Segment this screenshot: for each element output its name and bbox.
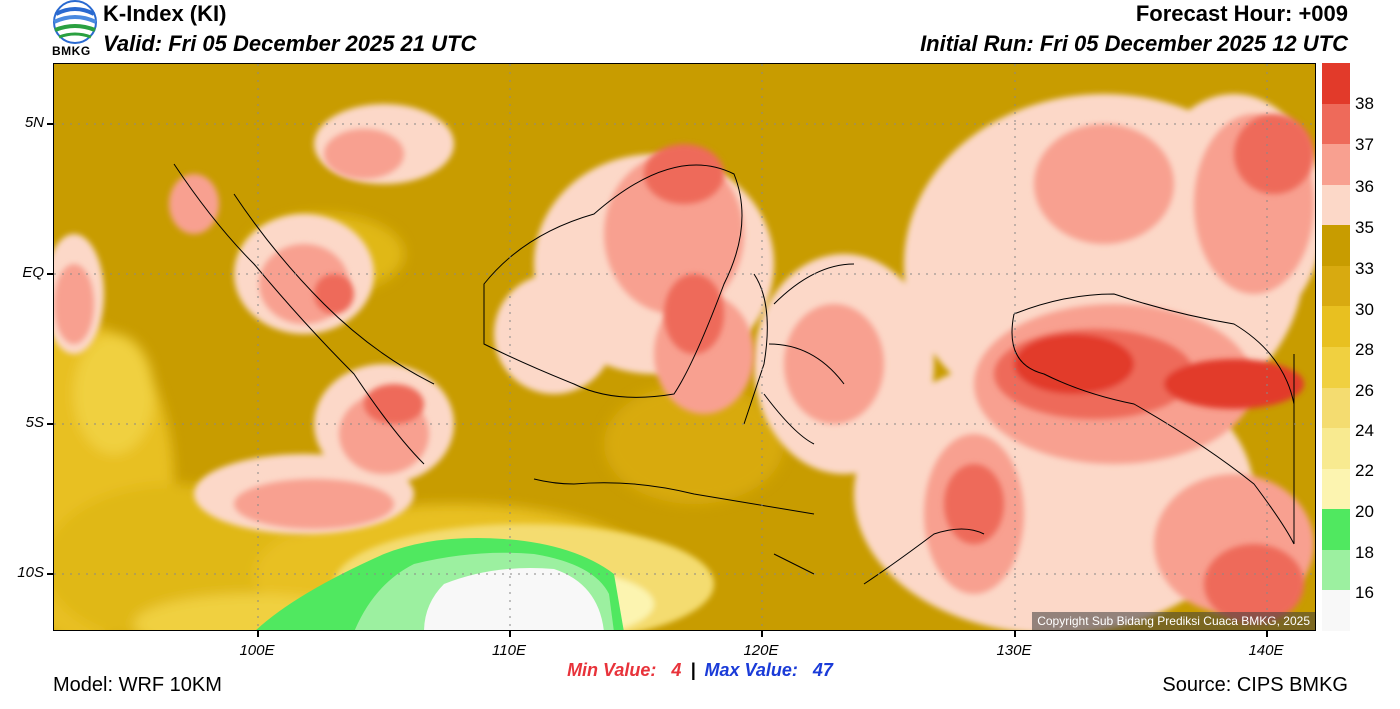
max-value: 47 [812, 660, 833, 680]
bmkg-logo: BMKG [50, 0, 100, 62]
forecast-hour: Forecast Hour: +009 [1135, 1, 1348, 26]
lon-label-100e: 100E [239, 642, 275, 659]
model-name: Model: WRF 10KM [53, 674, 222, 696]
colorbar-segment [1322, 590, 1350, 632]
lat-label-5n: 5N [24, 114, 44, 131]
y-tick [47, 573, 53, 575]
initial-run: Initial Run: Fri 05 December 2025 12 UTC [920, 31, 1348, 56]
min-label: Min Value: [567, 660, 657, 680]
x-tick [1014, 631, 1016, 637]
max-label: Max Value: [704, 660, 798, 680]
colorbar-segment [1322, 468, 1350, 510]
lat-label-10s: 10S [17, 564, 44, 581]
colorbar-label: 33 [1355, 259, 1374, 278]
colorbar-segment [1322, 549, 1350, 591]
colorbar-label: 30 [1355, 300, 1374, 319]
colorbar-segment [1322, 306, 1350, 348]
coastlines [173, 163, 1295, 585]
colorbar-label: 22 [1355, 461, 1374, 480]
colorbar-segment [1322, 509, 1350, 551]
colorbar-label: 35 [1355, 218, 1374, 237]
bmkg-logo-icon [53, 0, 97, 44]
colorbar-segment [1322, 265, 1350, 307]
colorbar-label: 16 [1355, 583, 1374, 602]
lon-label-140e: 140E [1248, 642, 1284, 659]
lat-label-5s: 5S [25, 414, 44, 431]
x-tick [509, 631, 511, 637]
colorbar-label: 38 [1355, 94, 1374, 113]
y-tick [47, 273, 53, 275]
colorbar [1322, 63, 1350, 632]
copyright-note: Copyright Sub Bidang Prediksi Cuaca BMKG… [1032, 612, 1315, 630]
min-max-values: Min Value: 4 | Max Value: 47 [0, 660, 1400, 681]
map-title: K-Index (KI) [103, 1, 227, 26]
lon-label-130e: 130E [996, 642, 1032, 659]
colorbar-segment [1322, 184, 1350, 226]
colorbar-segment [1322, 63, 1350, 105]
colorbar-label: 20 [1355, 502, 1374, 521]
valid-time: Valid: Fri 05 December 2025 21 UTC [103, 31, 477, 56]
x-tick [257, 631, 259, 637]
data-source: Source: CIPS BMKG [1162, 674, 1348, 696]
logo-text: BMKG [52, 44, 91, 58]
colorbar-segment [1322, 144, 1350, 186]
min-value: 4 [671, 660, 682, 680]
colorbar-label: 26 [1355, 381, 1374, 400]
colorbar-label: 36 [1355, 177, 1374, 196]
colorbar-label: 18 [1355, 543, 1374, 562]
lon-label-110e: 110E [492, 642, 526, 659]
colorbar-segment [1322, 103, 1350, 145]
k-index-map [53, 63, 1316, 631]
x-tick [761, 631, 763, 637]
low-value-regions [256, 538, 624, 630]
grid-lines [54, 64, 1315, 630]
colorbar-label: 24 [1355, 421, 1374, 440]
colorbar-label: 37 [1355, 135, 1374, 154]
lon-label-120e: 120E [743, 642, 779, 659]
lat-label-eq: EQ [22, 264, 44, 281]
colorbar-segment [1322, 387, 1350, 429]
y-tick [47, 123, 53, 125]
map-canvas [54, 64, 1315, 630]
colorbar-label: 28 [1355, 340, 1374, 359]
x-tick [1266, 631, 1268, 637]
minmax-separator: | [690, 660, 696, 680]
colorbar-segment [1322, 347, 1350, 389]
colorbar-segment [1322, 225, 1350, 267]
y-tick [47, 423, 53, 425]
colorbar-segment [1322, 428, 1350, 470]
